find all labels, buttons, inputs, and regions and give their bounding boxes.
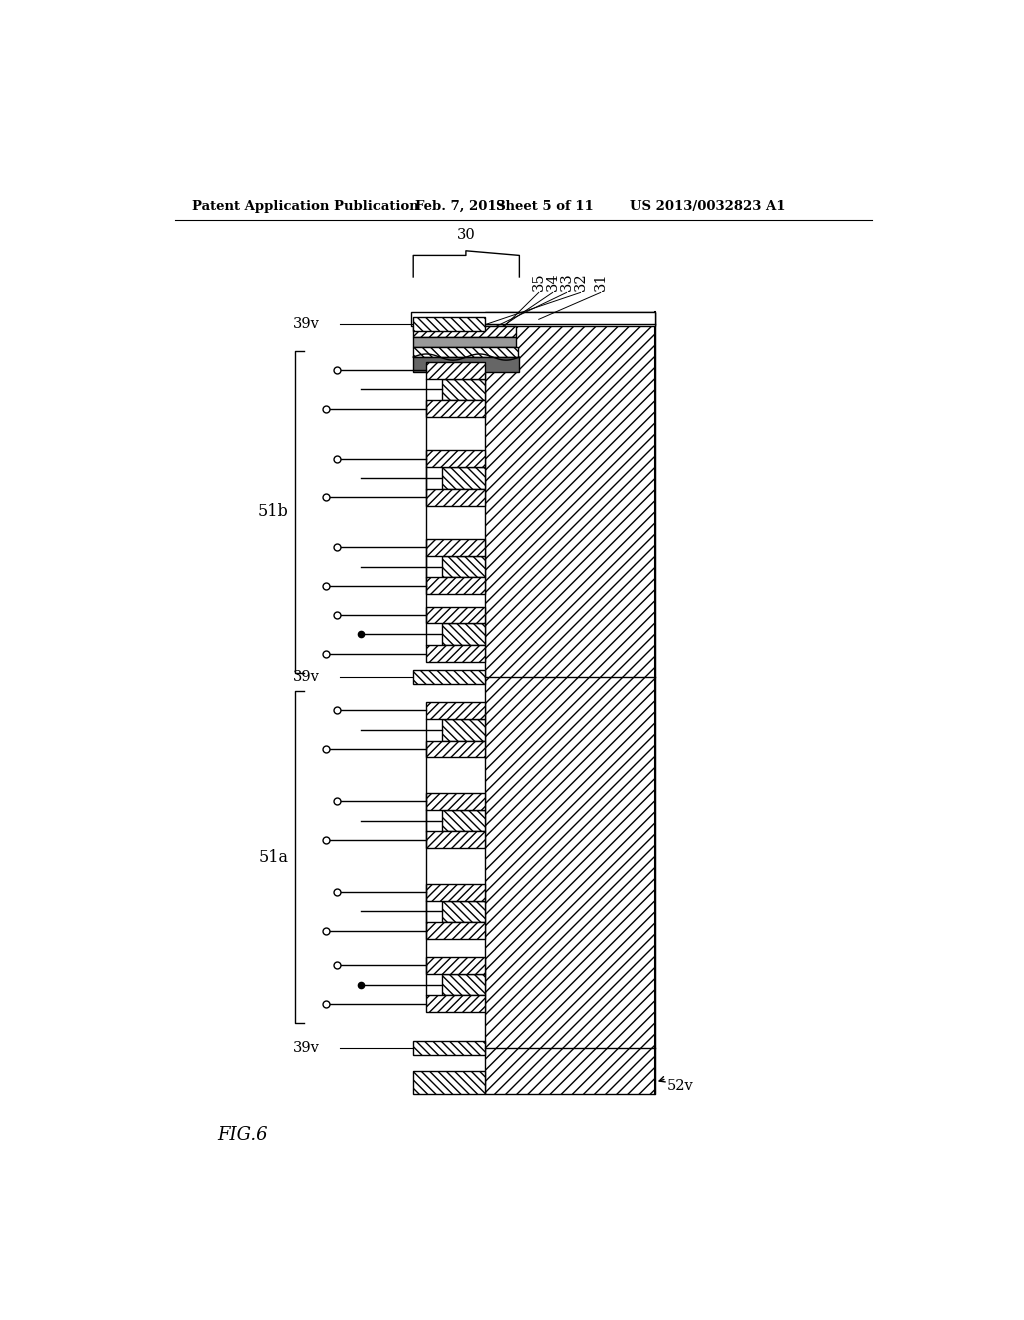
Bar — [442, 467, 484, 488]
Bar — [426, 793, 484, 810]
Text: 39v: 39v — [293, 1040, 321, 1055]
Bar — [442, 974, 484, 995]
Bar — [414, 326, 515, 337]
Bar — [426, 793, 484, 810]
Text: Sheet 5 of 11: Sheet 5 of 11 — [496, 199, 594, 213]
Bar — [426, 832, 484, 849]
Bar — [426, 400, 484, 417]
Bar — [426, 539, 484, 556]
Bar — [414, 1040, 484, 1055]
Bar — [426, 488, 484, 506]
Bar — [426, 741, 484, 758]
Bar — [426, 923, 484, 940]
Bar — [426, 702, 484, 719]
Text: 34: 34 — [546, 272, 560, 290]
Text: 51a: 51a — [258, 849, 289, 866]
Text: 51b: 51b — [258, 503, 289, 520]
Text: FIG.6: FIG.6 — [217, 1126, 267, 1143]
Bar — [426, 362, 484, 379]
Bar — [426, 539, 484, 556]
Bar — [426, 884, 484, 900]
Text: 35: 35 — [531, 272, 546, 290]
Bar — [442, 900, 484, 923]
Bar — [414, 347, 518, 358]
Bar — [426, 450, 484, 467]
Bar — [414, 1071, 484, 1094]
Bar — [426, 995, 484, 1012]
Bar — [442, 810, 484, 832]
Text: Patent Application Publication: Patent Application Publication — [193, 199, 419, 213]
Text: 32: 32 — [573, 272, 588, 290]
Bar — [426, 884, 484, 900]
Text: Feb. 7, 2013: Feb. 7, 2013 — [415, 199, 506, 213]
Bar — [426, 741, 484, 758]
Bar — [442, 379, 484, 400]
Bar — [426, 832, 484, 849]
Bar — [442, 719, 484, 741]
Bar — [442, 719, 484, 741]
Bar — [426, 957, 484, 974]
Bar — [414, 317, 484, 331]
Bar — [484, 313, 655, 1094]
Bar — [426, 362, 484, 379]
Text: 30: 30 — [457, 227, 475, 242]
Text: US 2013/0032823 A1: US 2013/0032823 A1 — [630, 199, 785, 213]
Bar — [442, 379, 484, 400]
Bar — [426, 645, 484, 663]
Bar — [414, 669, 484, 684]
Text: 39v: 39v — [293, 669, 321, 684]
Bar — [414, 358, 519, 372]
Text: 52v: 52v — [667, 1080, 693, 1093]
Bar — [414, 337, 515, 347]
Bar — [442, 810, 484, 832]
Bar — [426, 450, 484, 467]
Bar — [426, 607, 484, 623]
Bar — [442, 900, 484, 923]
Bar — [426, 702, 484, 719]
Bar — [426, 957, 484, 974]
Bar — [414, 326, 515, 337]
Bar — [442, 556, 484, 577]
Text: 31: 31 — [594, 272, 608, 290]
Bar — [414, 1071, 484, 1094]
Text: 33: 33 — [560, 272, 573, 290]
Bar — [426, 995, 484, 1012]
Bar — [426, 577, 484, 594]
Bar — [442, 623, 484, 645]
Bar — [484, 313, 655, 1094]
Bar — [426, 607, 484, 623]
Bar — [414, 1040, 484, 1055]
Bar — [414, 669, 484, 684]
Bar — [426, 923, 484, 940]
Bar — [442, 623, 484, 645]
Bar — [414, 347, 518, 358]
Bar — [426, 488, 484, 506]
Bar — [426, 577, 484, 594]
Bar — [411, 313, 655, 326]
Bar — [426, 645, 484, 663]
Text: 39v: 39v — [293, 317, 321, 331]
Bar — [414, 317, 484, 331]
Bar — [426, 400, 484, 417]
Bar — [442, 556, 484, 577]
Bar — [442, 467, 484, 488]
Bar — [442, 974, 484, 995]
